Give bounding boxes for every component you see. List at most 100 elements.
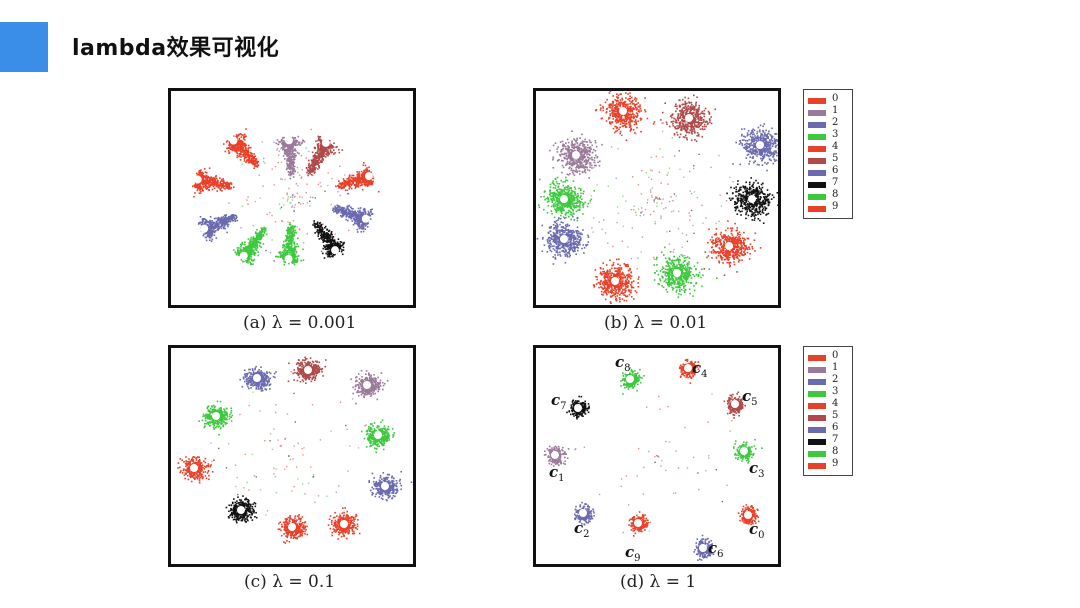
cluster-b-1 <box>660 94 716 142</box>
legend-swatch <box>808 122 826 128</box>
legend-swatch <box>808 98 826 104</box>
cluster-a-8 <box>192 167 235 198</box>
cluster-a-7-center <box>200 224 209 233</box>
legend-label: 9 <box>832 201 839 212</box>
caption-b: (b) λ = 0.01 <box>604 313 708 333</box>
cluster-d-8 <box>628 511 650 537</box>
cluster-a-0-center <box>284 136 293 145</box>
cluster-d-8-center <box>634 519 642 527</box>
cluster-a-4 <box>312 220 345 259</box>
legend-swatch <box>808 427 826 433</box>
legend-label: 0 <box>832 350 839 361</box>
cluster-a-3 <box>332 204 374 233</box>
cluster-c-6 <box>368 470 413 502</box>
title-accent-bar <box>0 22 48 72</box>
cluster-d-2-center <box>574 404 582 412</box>
cluster-d-5-center <box>740 447 748 455</box>
cluster-d-1-center <box>684 364 692 372</box>
cluster-c-2 <box>350 369 389 405</box>
cluster-a-4-center <box>331 246 340 255</box>
cluster-a-9 <box>223 128 260 169</box>
cluster-a-1-center <box>321 138 330 147</box>
legend-swatch <box>808 415 826 421</box>
cluster-b-7 <box>536 215 590 265</box>
center-label-c2: c2 <box>574 519 590 540</box>
scatter-plot-b <box>536 91 778 304</box>
cluster-c-8 <box>277 514 309 544</box>
legend-swatch <box>808 182 826 188</box>
cluster-a-7 <box>197 214 239 242</box>
cluster-c-4 <box>360 419 395 454</box>
cluster-c-1 <box>287 356 327 384</box>
legend-swatch <box>808 355 826 361</box>
scatter-plot-d <box>543 358 763 561</box>
center-label-c7: c7 <box>551 391 567 412</box>
legend-swatch <box>808 391 826 397</box>
scatter-plot-a <box>192 128 380 266</box>
center-label-c8: c8 <box>615 353 631 374</box>
center-label-c3: c3 <box>749 459 765 480</box>
cluster-d-7-center <box>744 511 752 519</box>
cluster-b-3-center <box>572 151 580 159</box>
cluster-a-6 <box>232 226 268 265</box>
legend-label: 3 <box>832 386 839 397</box>
cluster-a-3-center <box>361 214 370 223</box>
legend-swatch <box>808 463 826 469</box>
cluster-d-5 <box>733 438 763 464</box>
cluster-b-5-center <box>560 195 568 203</box>
cluster-b-4-center <box>748 195 756 203</box>
cluster-c-3 <box>198 400 234 436</box>
legend-label: 5 <box>832 153 839 164</box>
cluster-a-5 <box>274 222 305 266</box>
legend-label: 1 <box>832 105 839 116</box>
cluster-b-0 <box>595 91 656 142</box>
caption-a: (a) λ = 0.001 <box>243 313 357 333</box>
cluster-d-3 <box>723 391 746 419</box>
legend-label: 1 <box>832 362 839 373</box>
legend-label: 7 <box>832 434 839 445</box>
scatter-panel-c <box>168 345 416 567</box>
cluster-a-0 <box>275 135 306 180</box>
cluster-b-4 <box>726 177 778 224</box>
cluster-c-1-center <box>304 366 312 374</box>
legend-swatch <box>808 451 826 457</box>
cluster-b-2 <box>732 123 778 172</box>
legend-label: 8 <box>832 446 839 457</box>
cluster-c-6-center <box>381 482 389 490</box>
cluster-a-6-center <box>239 251 248 260</box>
cluster-b-6 <box>703 220 762 276</box>
caption-d: (d) λ = 1 <box>620 572 697 592</box>
cluster-d-6 <box>573 501 595 526</box>
cluster-a-2 <box>335 162 380 193</box>
legend-label: 0 <box>832 93 839 104</box>
cluster-d-3-center <box>731 400 739 408</box>
scatter-panel-b <box>533 88 781 308</box>
cluster-b-1-center <box>685 114 693 122</box>
cluster-d-2 <box>566 395 590 420</box>
cluster-b-6-center <box>725 242 733 250</box>
legend-label: 2 <box>832 374 839 385</box>
legend-swatch <box>808 158 826 164</box>
cluster-d-7 <box>737 504 760 526</box>
legend-label: 4 <box>832 398 839 409</box>
center-label-c0: c0 <box>749 520 765 541</box>
cluster-c-5 <box>177 456 215 484</box>
slide-title: lambda效果可视化 <box>72 36 280 61</box>
legend-label: 5 <box>832 410 839 421</box>
legend-swatch <box>808 403 826 409</box>
cluster-b-3 <box>549 130 603 195</box>
center-label-c6: c6 <box>708 539 724 560</box>
cluster-d-1 <box>678 358 700 384</box>
cluster-c-9 <box>327 507 361 540</box>
legend-label: 4 <box>832 141 839 152</box>
center-label-c1: c1 <box>549 463 565 484</box>
cluster-b-0-center <box>619 107 627 115</box>
cluster-a-1 <box>305 135 344 177</box>
cluster-b-9 <box>592 258 640 304</box>
center-label-c5: c5 <box>742 387 758 408</box>
cluster-d-6-center <box>579 509 587 517</box>
cluster-c-2-center <box>363 381 371 389</box>
caption-c: (c) λ = 0.1 <box>244 572 336 592</box>
cluster-d-4-center <box>551 451 559 459</box>
